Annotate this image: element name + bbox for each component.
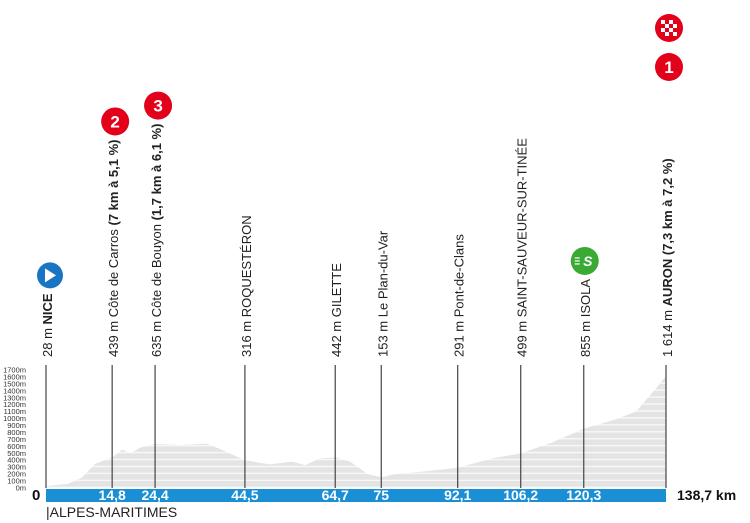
y-tick-label: 1100m: [4, 407, 26, 416]
svg-text:2: 2: [110, 112, 119, 131]
waypoint-label: 442 m GILETTE: [329, 263, 344, 357]
waypoint-name: 499 m SAINT-SAUVEUR-SUR-TINÉE: [515, 138, 530, 357]
waypoint-label: 153 m Le Plan-du-Var: [375, 230, 390, 357]
y-tick-label: 1200m: [3, 400, 26, 409]
km-label: 44,5: [231, 487, 258, 503]
y-tick-label: 300m: [7, 463, 26, 472]
y-tick-label: 800m: [7, 428, 26, 437]
waypoint-label: 439 m Côte de Carros (7 km à 5,1 %): [106, 139, 121, 357]
km-label: 120,3: [566, 487, 601, 503]
finish-flag-icon: [655, 14, 683, 42]
elevation-profile: [46, 376, 666, 488]
km-label: 14,8: [99, 487, 126, 503]
waypoint-name: 439 m Côte de Carros: [106, 225, 121, 357]
waypoint-name: 291 m Pont-de-Clans: [452, 234, 467, 357]
sprint-icon: S: [570, 246, 599, 275]
y-tick-label: 0m: [16, 484, 26, 493]
start-icon: [37, 262, 63, 289]
svg-text:3: 3: [153, 97, 162, 116]
km-label: 24,4: [141, 487, 168, 503]
y-tick-label: 200m: [7, 470, 26, 479]
y-tick-label: 600m: [7, 442, 26, 451]
y-tick-label: 1000m: [3, 414, 26, 423]
climb-category-3-icon: 3: [144, 91, 173, 120]
y-tick-label: 400m: [7, 456, 26, 465]
waypoint-name: 855 m ISOLA: [578, 279, 593, 357]
waypoint-label: 316 m ROQUESTÉRON: [239, 215, 254, 357]
y-tick-label: 1400m: [3, 386, 26, 395]
y-tick-label: 700m: [7, 435, 26, 444]
y-tick-label: 1700m: [3, 366, 26, 375]
end-km-label: 138,7 km: [677, 487, 736, 503]
waypoint-label: 28 m NICE: [40, 293, 55, 357]
climb-category-2-icon: 2: [101, 107, 130, 136]
y-tick-label: 500m: [7, 449, 26, 458]
waypoint-label: 855 m ISOLA: [578, 279, 593, 357]
waypoint-name-bold: (1,7 km à 6,1 %): [149, 124, 164, 221]
y-tick-label: 100m: [7, 477, 26, 486]
km-label: 64,7: [322, 487, 349, 503]
km-label: 92,1: [444, 487, 471, 503]
region-label: |ALPES-MARITIMES: [46, 504, 177, 520]
waypoint-name: 1 614 m: [660, 306, 675, 357]
y-tick-label: 1500m: [3, 379, 26, 388]
svg-text:1: 1: [664, 58, 673, 77]
waypoint-name: 442 m GILETTE: [329, 263, 344, 357]
waypoint-name: 28 m: [40, 324, 55, 357]
start-km-label: 0: [32, 487, 40, 504]
waypoint-name: 635 m Côte de Bouyon: [149, 220, 164, 357]
waypoint-label: 499 m SAINT-SAUVEUR-SUR-TINÉE: [515, 138, 530, 357]
km-label: 106,2: [503, 487, 538, 503]
waypoint-name-bold: AURON (7,3 km à 7,2 %): [660, 158, 675, 306]
climb-category-1-icon: 1: [655, 53, 683, 81]
waypoint-label: 635 m Côte de Bouyon (1,7 km à 6,1 %): [149, 124, 164, 357]
waypoint-name: 153 m Le Plan-du-Var: [375, 230, 390, 357]
km-label: 75: [373, 487, 389, 503]
distance-bar: [46, 489, 666, 502]
waypoint-name-bold: NICE: [40, 293, 55, 324]
waypoint-name: 316 m ROQUESTÉRON: [239, 215, 254, 357]
waypoint-label: 291 m Pont-de-Clans: [452, 234, 467, 357]
y-tick-label: 1600m: [3, 372, 26, 381]
svg-text:S: S: [583, 253, 593, 269]
y-tick-label: 900m: [7, 421, 26, 430]
waypoint-name-bold: (7 km à 5,1 %): [106, 139, 121, 225]
y-tick-label: 1300m: [3, 393, 26, 402]
waypoint-label: 1 614 m AURON (7,3 km à 7,2 %): [660, 158, 675, 357]
